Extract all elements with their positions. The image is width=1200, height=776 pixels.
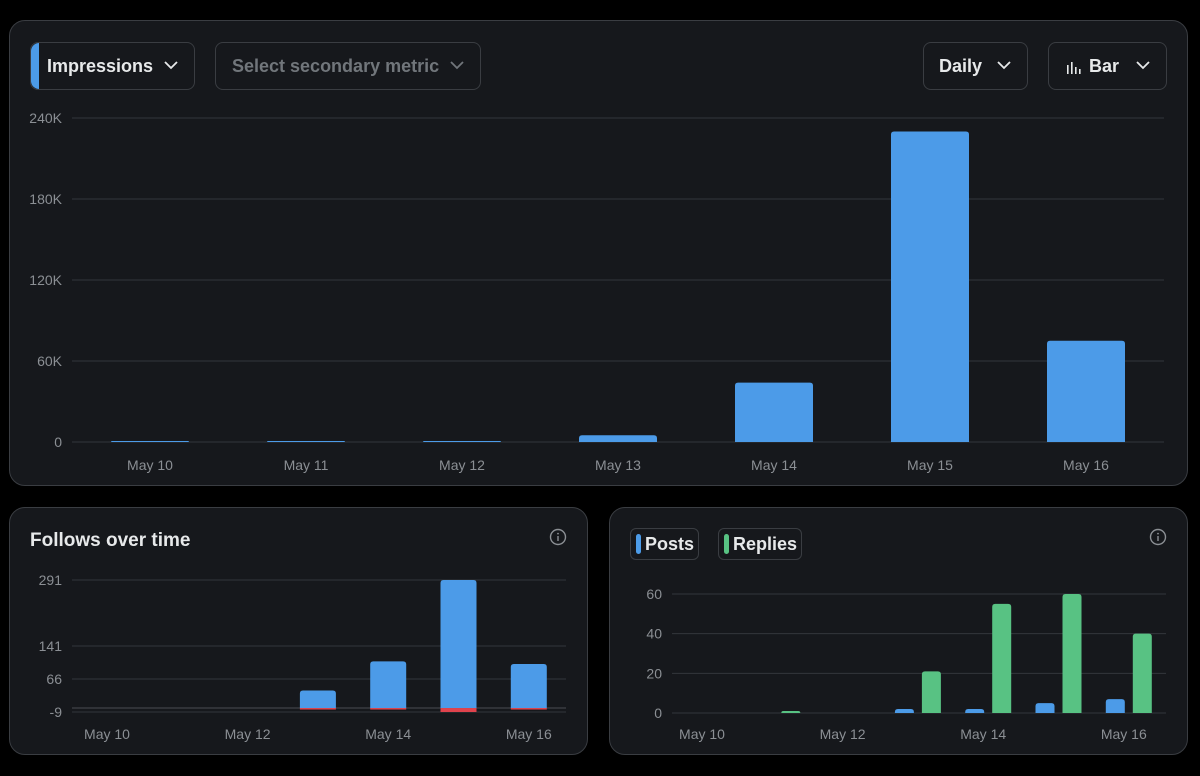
metric-color-swatch <box>31 43 39 89</box>
x-tick-label: May 10 <box>679 726 725 742</box>
x-tick-label: May 12 <box>820 726 866 742</box>
primary-metric-label: Impressions <box>47 55 154 76</box>
x-tick-label: May 10 <box>127 457 173 473</box>
follows-chart: -9 66 141 291 May 10 May 12 May 14 May 16 <box>39 572 566 742</box>
y-tick-label: 0 <box>654 705 662 721</box>
impressions-card: Impressions Select secondary metric Dail… <box>9 20 1188 486</box>
x-tick-label: May 12 <box>439 457 485 473</box>
legend-replies-toggle[interactable]: Replies <box>718 528 802 560</box>
secondary-metric-placeholder: Select secondary metric <box>232 55 440 76</box>
chart-type-label: Bar <box>1089 55 1120 76</box>
impressions-bar <box>423 441 501 442</box>
posts-replies-chart: 0 20 40 60 May 10 May 12 May 14 May 16 <box>646 586 1166 742</box>
chevron-down-icon <box>1136 61 1150 70</box>
follows-title: Follows over time <box>30 530 191 551</box>
replies-swatch <box>724 534 729 554</box>
posts-bar <box>965 709 985 713</box>
x-tick-label: May 12 <box>225 726 271 742</box>
info-icon[interactable] <box>549 528 567 546</box>
chart-type-dropdown[interactable]: Bar <box>1048 42 1167 90</box>
y-tick-label: 40 <box>646 626 662 642</box>
unfollows-bar <box>370 708 407 710</box>
unfollows-bar <box>440 708 477 712</box>
x-tick-label: May 16 <box>1101 726 1147 742</box>
replies-bar <box>781 711 801 713</box>
unfollows-bar <box>299 708 336 710</box>
x-tick-label: May 10 <box>84 726 130 742</box>
replies-bar <box>1132 633 1152 713</box>
posts-swatch <box>636 534 641 554</box>
info-icon[interactable] <box>1149 528 1167 546</box>
impressions-bar <box>1047 340 1125 442</box>
follows-bar <box>440 580 477 709</box>
y-tick-label: 240K <box>29 110 62 126</box>
period-label: Daily <box>939 55 983 76</box>
y-tick-label: 60 <box>646 586 662 602</box>
impressions-bar <box>579 435 657 442</box>
x-tick-label: May 14 <box>751 457 797 473</box>
primary-metric-dropdown[interactable]: Impressions <box>30 42 195 90</box>
y-tick-label: 60K <box>37 353 63 369</box>
unfollows-bar <box>510 708 547 710</box>
legend-replies-label: Replies <box>733 533 798 554</box>
replies-bar <box>921 671 941 713</box>
legend-posts-label: Posts <box>645 533 695 554</box>
x-tick-label: May 16 <box>506 726 552 742</box>
x-tick-label: May 16 <box>1063 457 1109 473</box>
posts-bar <box>894 709 914 713</box>
posts-bar <box>1035 703 1055 713</box>
y-tick-label: 180K <box>29 191 62 207</box>
y-tick-label: 0 <box>54 434 62 450</box>
replies-bar <box>1062 594 1082 713</box>
posts-bar <box>1105 699 1125 713</box>
x-tick-label: May 15 <box>907 457 953 473</box>
secondary-metric-dropdown[interactable]: Select secondary metric <box>215 42 481 90</box>
follows-bar <box>370 661 407 709</box>
y-tick-label: 120K <box>29 272 62 288</box>
bar-chart-icon <box>1067 62 1081 74</box>
y-tick-label: 20 <box>646 665 662 681</box>
follows-card: Follows over time -9 66 141 291 May 10 May 12… <box>9 507 588 755</box>
y-tick-label: -9 <box>50 704 63 720</box>
x-tick-label: May 11 <box>284 457 329 473</box>
chevron-down-icon <box>450 61 464 70</box>
legend-posts-toggle[interactable]: Posts <box>630 528 699 560</box>
chevron-down-icon <box>997 61 1011 70</box>
x-tick-label: May 13 <box>595 457 641 473</box>
posts-replies-card: Posts Replies 0 20 40 60 May 10 May 12 May 14 M… <box>609 507 1188 755</box>
x-tick-label: May 14 <box>960 726 1006 742</box>
impressions-bar <box>267 441 345 442</box>
follows-bar <box>299 690 336 709</box>
impressions-bar <box>111 441 189 442</box>
replies-bar <box>992 603 1012 713</box>
impressions-chart: 0 60K 120K 180K 240K May 10 May 11 May 12 May 13… <box>29 110 1164 473</box>
y-tick-label: 66 <box>46 671 62 687</box>
x-tick-label: May 14 <box>365 726 411 742</box>
y-tick-label: 141 <box>39 638 63 654</box>
y-tick-label: 291 <box>39 572 63 588</box>
chevron-down-icon <box>164 61 178 70</box>
period-dropdown[interactable]: Daily <box>923 42 1028 90</box>
impressions-bar <box>735 382 813 442</box>
follows-bar <box>510 664 547 709</box>
impressions-bar <box>891 131 969 442</box>
